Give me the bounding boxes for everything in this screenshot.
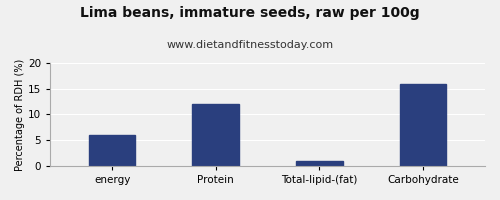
Bar <box>192 104 239 166</box>
Text: www.dietandfitnesstoday.com: www.dietandfitnesstoday.com <box>166 40 334 50</box>
Bar <box>296 161 343 166</box>
Bar <box>400 84 446 166</box>
Text: Lima beans, immature seeds, raw per 100g: Lima beans, immature seeds, raw per 100g <box>80 6 420 20</box>
Y-axis label: Percentage of RDH (%): Percentage of RDH (%) <box>15 58 25 171</box>
Bar <box>89 135 136 166</box>
